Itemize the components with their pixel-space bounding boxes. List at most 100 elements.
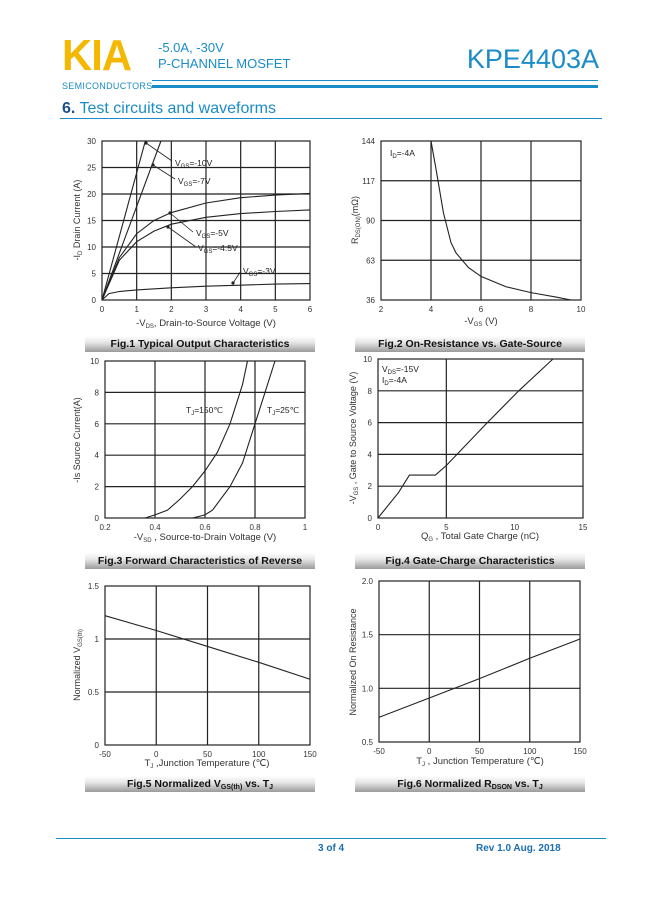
x-tick-label: 15 <box>579 523 588 532</box>
y-tick-label: 117 <box>362 177 375 186</box>
annotation-arrow <box>145 142 173 162</box>
x-tick-label: 6 <box>308 305 313 314</box>
y-axis-label: -ID​ Drain Current (A) <box>72 180 84 261</box>
figure-caption: Fig.1 Typical Output Characteristics <box>85 336 315 352</box>
y-tick-label: 6 <box>368 419 373 428</box>
x-tick-label: 0 <box>427 747 432 756</box>
y-tick-label: 90 <box>366 217 375 226</box>
annotation-label: VGS​=-10V <box>175 158 213 170</box>
y-axis-label: Normalized On Resistance <box>348 608 358 715</box>
x-tick-label: 2 <box>169 305 174 314</box>
series-line-1 <box>144 360 249 519</box>
y-tick-label: 8 <box>368 387 373 396</box>
y-tick-label: 1.5 <box>88 582 100 591</box>
y-tick-label: 10 <box>363 355 372 364</box>
plot-frame <box>377 358 584 519</box>
y-tick-label: 8 <box>95 388 100 397</box>
annotation-arrow <box>169 212 194 233</box>
revision: Rev 1.0 Aug. 2018 <box>476 843 561 854</box>
y-tick-label: 15 <box>87 217 96 226</box>
x-tick-label: 100 <box>523 747 537 756</box>
y-tick-label: 4 <box>368 450 373 459</box>
plot-frame <box>380 140 582 301</box>
annotation-arrow <box>167 226 197 248</box>
x-tick-label: -50 <box>99 750 111 759</box>
plot-frame <box>104 585 311 746</box>
y-tick-label: 10 <box>87 243 96 252</box>
x-tick-label: 1 <box>134 305 139 314</box>
y-tick-label: 25 <box>87 164 96 173</box>
annotation-label: ID​=-4A <box>390 148 415 160</box>
footer-divider <box>56 838 606 839</box>
chart-2: 2 4 6 8 10 36 63 90 117 144 -VGS​ (V) RDS(ON)​(mΩ) I… <box>350 137 586 328</box>
y-tick-label: 30 <box>87 137 96 146</box>
y-tick-label: 1.5 <box>362 631 374 640</box>
arrow-head-icon <box>168 211 172 215</box>
plot-frame <box>104 360 306 519</box>
y-tick-label: 0 <box>92 296 97 305</box>
series-line-1 <box>378 638 581 718</box>
page-number: 3 of 4 <box>318 843 345 854</box>
series-line-1 <box>430 140 572 301</box>
y-tick-label: 2.0 <box>362 577 374 586</box>
series-line-1 <box>377 358 554 519</box>
y-axis-label: Normalized VGS(th)​ <box>72 629 84 701</box>
section-number: 6. <box>62 100 76 117</box>
figure-caption: Fig.4 Gate-Charge Characteristics <box>355 553 585 569</box>
x-tick-label: 0.6 <box>199 523 211 532</box>
y-tick-label: 0.5 <box>88 688 100 697</box>
y-tick-label: 36 <box>366 296 375 305</box>
x-axis-label: -VSD​ , Source-to-Drain Voltage (V) <box>134 532 276 544</box>
x-tick-label: 50 <box>203 750 212 759</box>
section-divider <box>60 118 602 119</box>
x-tick-label: 3 <box>204 305 209 314</box>
header-divider-thin <box>152 80 598 81</box>
y-tick-label: 63 <box>366 256 375 265</box>
annotation-arrow <box>152 164 176 180</box>
x-tick-label: 5 <box>444 523 449 532</box>
header-divider-thick <box>152 85 598 88</box>
annotation-label: VGS​=-7V <box>178 176 211 188</box>
x-tick-label: 4 <box>238 305 243 314</box>
section-heading: 6. Test circuits and waveforms <box>62 100 276 118</box>
arrow-head-icon <box>231 281 235 285</box>
x-tick-label: 8 <box>529 305 534 314</box>
annotation-label: VGS​=-3V <box>243 266 276 278</box>
x-tick-label: 0.8 <box>249 523 261 532</box>
series-line-1 <box>101 140 146 301</box>
x-tick-label: 150 <box>573 747 587 756</box>
annotation-arrow <box>232 270 242 284</box>
x-tick-label: 10 <box>510 523 519 532</box>
x-tick-label: 4 <box>429 305 434 314</box>
x-tick-label: 50 <box>475 747 484 756</box>
x-tick-label: 0 <box>100 305 105 314</box>
arrow-head-icon <box>144 141 148 145</box>
kia-logo: KIA <box>62 31 132 80</box>
y-tick-label: 20 <box>87 190 96 199</box>
series-line-1 <box>104 615 311 680</box>
annotation-label: VDS​=-15V <box>382 364 419 376</box>
y-axis-label: -VGS​ , Gate to Source Voltage (V) <box>348 372 360 505</box>
figure-caption: Fig.2 On-Resistance vs. Gate-Source <box>355 336 585 352</box>
y-axis-label: -Is Source Current(A) <box>72 397 82 483</box>
section-title: Test circuits and waveforms <box>75 100 277 117</box>
plot-frame <box>378 580 581 743</box>
series-line-4 <box>101 209 311 301</box>
y-tick-label: 4 <box>95 451 100 460</box>
x-tick-label: 100 <box>252 750 266 759</box>
annotation-label: VGS​=-5V <box>196 228 229 240</box>
part-number: KPE4403A <box>466 44 599 74</box>
x-tick-label: 150 <box>303 750 317 759</box>
x-tick-label: 2 <box>379 305 384 314</box>
annotation-label: TJ​=150℃ <box>186 405 223 417</box>
device-type: P-CHANNEL MOSFET <box>158 56 291 71</box>
x-tick-label: 1 <box>303 523 308 532</box>
x-axis-label: TJ​ , Junction Temperature (℃) <box>416 756 544 768</box>
x-tick-label: 0.2 <box>99 523 111 532</box>
x-tick-label: 0 <box>376 523 381 532</box>
series-line-2 <box>101 140 162 301</box>
